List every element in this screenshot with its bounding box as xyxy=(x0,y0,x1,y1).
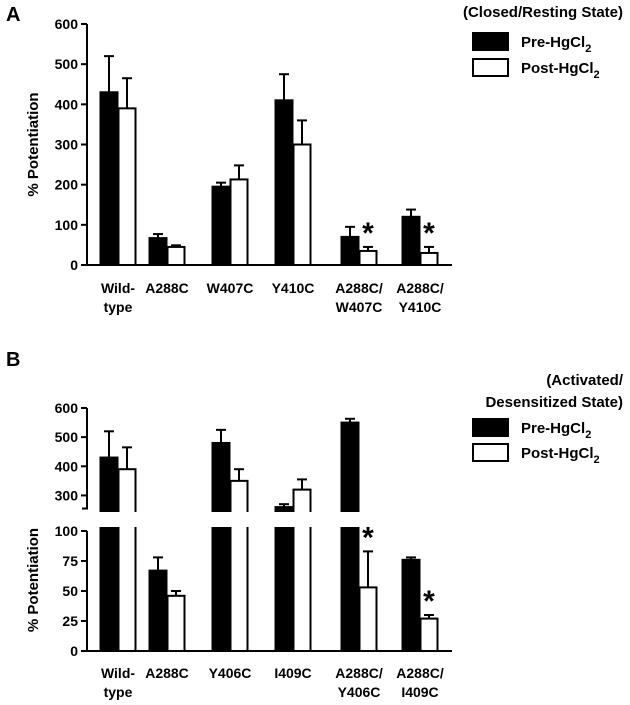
panel-b-category-label: A288C/ xyxy=(335,665,383,681)
panel-b-y-tick-label-lower: 0 xyxy=(70,643,78,659)
panel-a-category-label: Wild- xyxy=(101,280,135,296)
panel-a-y-tick-label: 100 xyxy=(55,217,79,233)
panel-a-bar-pre xyxy=(99,91,119,266)
panel-b-y-axis-label: % Potentiation xyxy=(25,528,42,632)
panel-b-significance-star: * xyxy=(423,585,435,618)
panel-a-y-tick-label: 300 xyxy=(55,137,79,153)
panel-b-axis-break-gap xyxy=(88,512,458,527)
panel-b-bar-post xyxy=(419,617,439,652)
panel-b-bar-post xyxy=(358,586,378,653)
panel-a-bar-pre xyxy=(274,99,294,266)
panel-a-category-label: W407C xyxy=(207,280,254,296)
panel-a-category-label: A288C xyxy=(145,280,189,296)
panel-b-letter: B xyxy=(6,349,20,371)
panel-a-legend-pre-label: Pre-HgCl2 xyxy=(521,34,591,55)
panel-a-bar-post xyxy=(229,178,249,267)
panel-b-y-tick-label-upper: 500 xyxy=(55,429,79,445)
panel-a-significance-star: * xyxy=(423,217,435,250)
panel-b-bar-pre xyxy=(148,569,168,652)
panel-a-bar-post xyxy=(166,245,186,267)
panel-a-category-label: Y410C xyxy=(272,280,315,296)
panel-b-category-label: Y406C xyxy=(338,684,381,700)
panel-b-y-tick-label-lower: 100 xyxy=(55,523,79,539)
panel-a-bar-pre xyxy=(401,215,421,267)
panel-b-category-label: Y406C xyxy=(209,665,252,681)
panel-a-bar-post xyxy=(292,143,312,266)
panel-a-legend-post-swatch xyxy=(472,58,509,77)
panel-b-legend-post-label: Post-HgCl2 xyxy=(521,445,600,466)
panel-a-significance-star: * xyxy=(362,217,374,250)
panel-b-y-tick-label-upper: 400 xyxy=(55,458,79,474)
panel-a-bar-pre xyxy=(148,237,168,266)
panel-a-y-axis-label: % Potentiation xyxy=(25,92,42,196)
panel-b-state-label-line2: Desensitized State) xyxy=(485,394,623,411)
panel-a-category-label: W407C xyxy=(336,299,383,315)
panel-a-category-label: Y410C xyxy=(399,299,442,315)
panel-a-y-tick-label: 600 xyxy=(55,16,79,32)
panel-a-y-tick-label: 200 xyxy=(55,177,79,193)
panel-b-bar-post xyxy=(229,479,249,652)
panel-b-bar-pre xyxy=(401,558,421,652)
panel-a-y-tick-label: 0 xyxy=(70,257,78,273)
panel-a-y-tick-label: 500 xyxy=(55,56,79,72)
panel-b-y-tick-label-upper: 300 xyxy=(55,487,79,503)
panel-b-legend-pre-swatch xyxy=(472,418,509,437)
panel-b-state-label-line1: (Activated/ xyxy=(546,372,624,389)
panel-b-bar-pre xyxy=(99,456,119,652)
panel-b-category-label: I409C xyxy=(401,684,438,700)
panel-a-state-label: (Closed/Resting State) xyxy=(463,4,623,21)
panel-b-significance-star: * xyxy=(362,521,374,554)
panel-b-y-tick-label-lower: 75 xyxy=(62,553,78,569)
panel-b-legend-pre-label: Pre-HgCl2 xyxy=(521,420,591,441)
panel-a-y-tick-label: 400 xyxy=(55,96,79,112)
panel-b-bar-pre xyxy=(211,441,231,652)
panel-b-category-label: A288C/ xyxy=(396,665,444,681)
panel-b-category-label: I409C xyxy=(274,665,311,681)
panel-a-category-label: type xyxy=(104,299,133,315)
panel-a-bar-post xyxy=(117,107,137,266)
panel-b-category-label: type xyxy=(104,684,133,700)
panel-b-y-tick-label-lower: 25 xyxy=(62,613,78,629)
panel-b-bar-pre xyxy=(274,506,294,653)
panel-a-letter: A xyxy=(6,4,20,26)
panel-b-bar-pre xyxy=(340,421,360,653)
panel-a-category-label: A288C/ xyxy=(335,280,383,296)
panel-b-bar-post xyxy=(292,488,312,652)
panel-b-category-label: Wild- xyxy=(101,665,135,681)
panel-b-y-tick-label-lower: 50 xyxy=(62,583,78,599)
panel-a-legend-post-label: Post-HgCl2 xyxy=(521,60,600,81)
panel-a-bar-pre xyxy=(211,185,231,266)
panel-a-legend-pre-swatch xyxy=(472,32,509,51)
panel-b-y-tick-label-upper: 600 xyxy=(55,400,79,416)
panel-a-category-label: A288C/ xyxy=(396,280,444,296)
panel-a-bar-pre xyxy=(340,235,360,266)
panel-a-bar-post xyxy=(419,251,439,266)
panel-b-bar-post xyxy=(117,468,137,653)
panel-b-category-label: A288C xyxy=(145,665,189,681)
panel-a-bar-post xyxy=(358,249,378,266)
panel-b-bar-post xyxy=(166,594,186,652)
panel-b-legend-post-swatch xyxy=(472,443,509,462)
